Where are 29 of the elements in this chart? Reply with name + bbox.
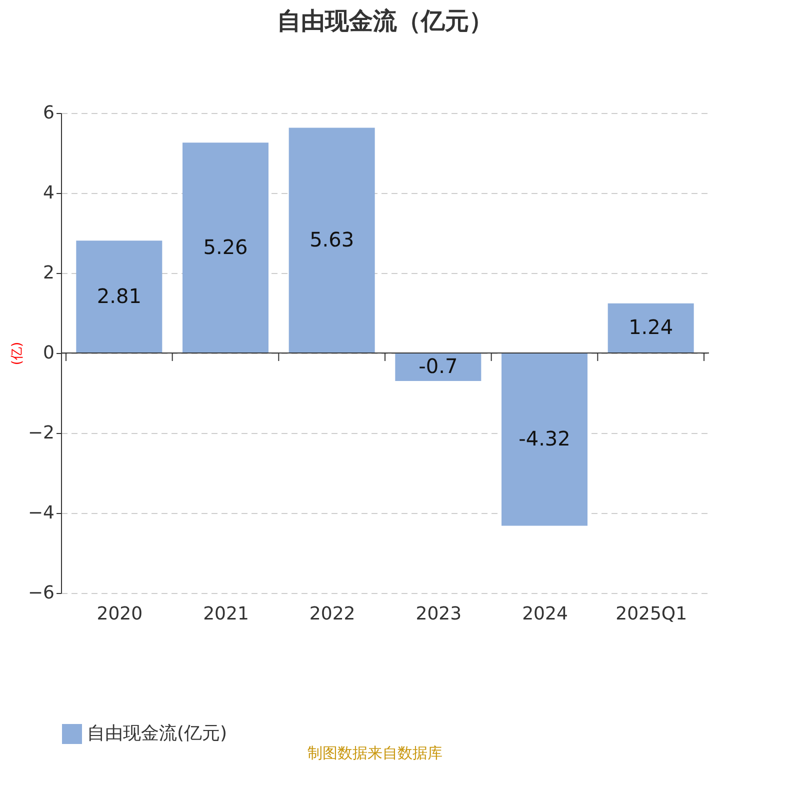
y-tick-label: −2 xyxy=(28,422,54,444)
x-tick-label: 2022 xyxy=(309,604,356,624)
x-tick-label: 2021 xyxy=(203,604,249,624)
data-label: 1.24 xyxy=(628,315,674,340)
data-label: -0.7 xyxy=(418,354,458,378)
data-label: -4.32 xyxy=(518,426,570,450)
x-tick-label: 2020 xyxy=(96,604,143,624)
y-tick-label: −4 xyxy=(28,502,54,524)
y-tick-label: 2 xyxy=(43,262,54,284)
y-axis-title: (亿) xyxy=(10,342,25,366)
y-tick-label: 4 xyxy=(43,182,54,204)
y-tick-label: −6 xyxy=(28,582,54,604)
data-label: 5.26 xyxy=(203,234,248,259)
bar xyxy=(395,353,482,381)
x-tick-label: 2023 xyxy=(416,604,462,624)
y-tick-label: 0 xyxy=(43,342,54,364)
chart-title: 自由现金流（亿元） xyxy=(277,7,493,35)
bar xyxy=(182,142,268,353)
bar xyxy=(608,303,694,353)
legend-label: 自由现金流(亿元) xyxy=(87,723,228,744)
data-label: 5.63 xyxy=(310,227,354,252)
bar xyxy=(76,240,162,353)
data-label: 2.81 xyxy=(96,284,142,308)
y-tick-label: 6 xyxy=(43,102,54,124)
x-tick-label: 2025Q1 xyxy=(616,604,688,624)
bar xyxy=(288,128,375,353)
text: 制图数据来自数据库 xyxy=(308,744,442,762)
bar xyxy=(502,353,588,526)
x-tick-label: 2024 xyxy=(522,604,568,624)
